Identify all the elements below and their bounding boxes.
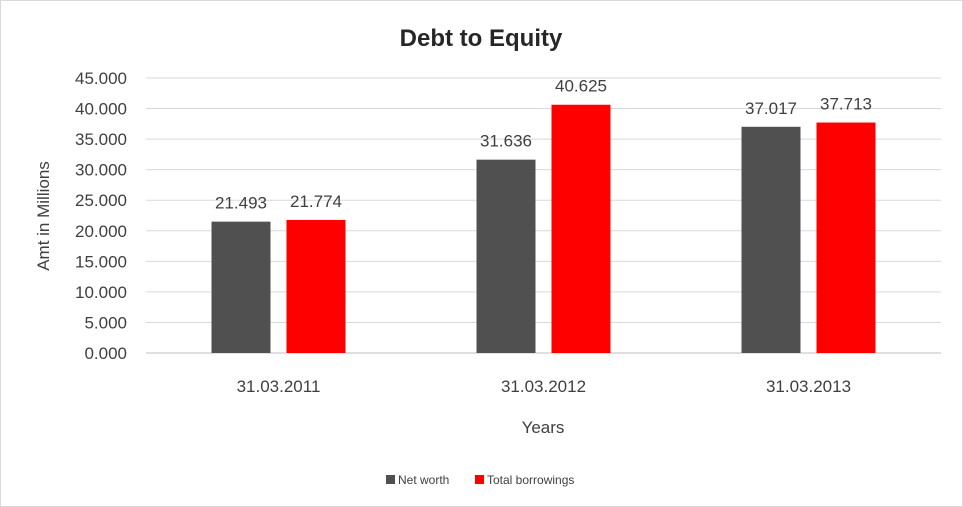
y-tick-label: 20.000 <box>75 222 127 241</box>
y-tick-label: 15.000 <box>75 252 127 271</box>
legend-label: Total borrowings <box>487 473 574 487</box>
bar-net-worth <box>211 221 271 353</box>
x-tick-label: 31.03.2011 <box>237 377 321 396</box>
y-axis: 0.000 5.000 10.000 15.000 20.000 25.000 30.000… <box>75 69 127 363</box>
x-axis-title: Years <box>522 418 565 437</box>
chart-title: Debt to Equity <box>400 25 563 52</box>
data-label: 37.017 <box>745 99 797 118</box>
bar-net-worth <box>741 126 801 353</box>
y-axis-title: Amt in Millions <box>34 161 53 271</box>
data-label: 37.713 <box>820 95 872 114</box>
gridlines <box>146 77 941 354</box>
y-tick-label: 35.000 <box>75 130 127 149</box>
legend: Net worth Total borrowings <box>386 473 574 487</box>
x-tick-label: 31.03.2012 <box>501 377 586 396</box>
bar-total-borrowings <box>816 122 876 353</box>
bar-net-worth <box>476 159 536 353</box>
y-tick-label: 5.000 <box>84 313 127 332</box>
y-tick-label: 25.000 <box>75 191 127 210</box>
y-tick-label: 10.000 <box>75 283 127 302</box>
bar-total-borrowings <box>551 104 611 353</box>
x-tick-label: 31.03.2013 <box>766 377 851 396</box>
bar-total-borrowings <box>286 219 346 353</box>
legend-label: Net worth <box>398 473 449 487</box>
data-labels: 21.493 21.774 31.636 40.625 37.017 37.713 <box>215 77 872 213</box>
y-tick-label: 0.000 <box>84 344 127 363</box>
data-label: 21.493 <box>215 194 267 213</box>
y-tick-label: 30.000 <box>75 161 127 180</box>
y-tick-label: 45.000 <box>75 69 127 88</box>
legend-swatch <box>386 475 395 484</box>
data-label: 21.774 <box>290 192 342 211</box>
y-tick-label: 40.000 <box>75 100 127 119</box>
x-axis: 31.03.2011 31.03.2012 31.03.2013 <box>237 377 851 396</box>
legend-swatch <box>475 475 484 484</box>
data-label: 31.636 <box>480 132 532 151</box>
data-label: 40.625 <box>555 77 607 96</box>
bars <box>211 104 876 353</box>
